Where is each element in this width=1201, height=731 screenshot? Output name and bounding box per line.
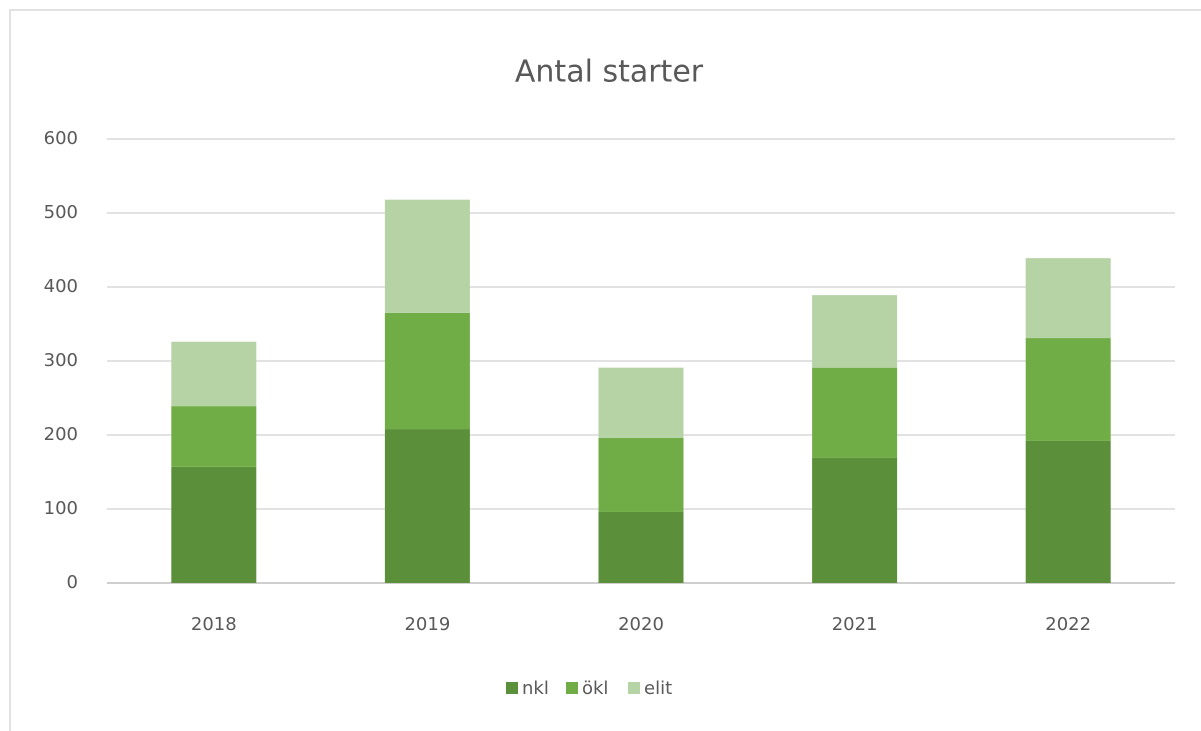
chart-title: Antal starter	[515, 55, 704, 90]
legend-swatch	[506, 682, 518, 694]
y-tick-label: 100	[44, 498, 78, 519]
legend-label: nkl	[522, 678, 549, 699]
bar	[1025, 440, 1111, 583]
y-tick-label: 400	[44, 276, 78, 297]
y-tick-label: 0	[67, 572, 78, 593]
bar	[812, 367, 898, 458]
bar	[1025, 338, 1111, 441]
bar	[1025, 258, 1111, 339]
bar	[812, 457, 898, 583]
y-tick-label: 500	[44, 202, 78, 223]
bar	[171, 466, 257, 583]
bar	[384, 312, 470, 430]
legend-label: elit	[644, 678, 672, 699]
legend-swatch	[628, 682, 640, 694]
bar	[384, 199, 470, 313]
bar	[598, 511, 684, 583]
legend-label: ökl	[582, 678, 608, 699]
legend-swatch	[566, 682, 578, 694]
y-tick-label: 600	[44, 128, 78, 149]
y-tick-label: 300	[44, 350, 78, 371]
bar	[812, 295, 898, 368]
bar	[384, 429, 470, 583]
bar	[598, 367, 684, 438]
x-tick-label: 2020	[618, 614, 664, 635]
x-tick-label: 2018	[191, 614, 237, 635]
x-tick-label: 2021	[832, 614, 878, 635]
bar	[598, 437, 684, 512]
x-tick-label: 2019	[404, 614, 450, 635]
y-tick-label: 200	[44, 424, 78, 445]
bar	[171, 406, 257, 467]
bar	[171, 341, 257, 407]
x-tick-label: 2022	[1045, 614, 1091, 635]
